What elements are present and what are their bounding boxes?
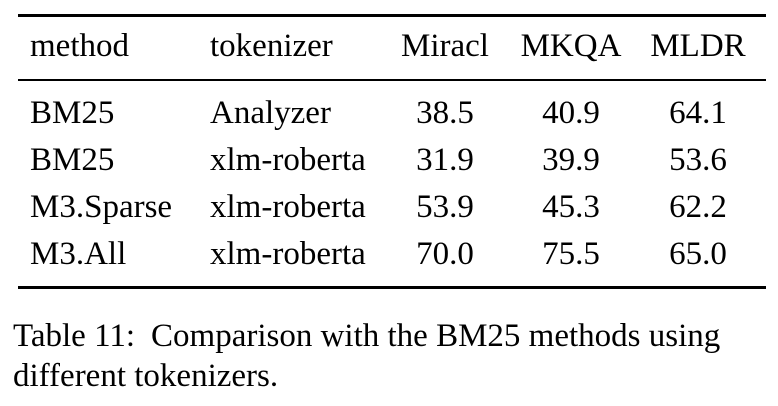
caption-text: Comparison with the BM25 methods using d… — [13, 318, 721, 394]
table-caption: Table 11: Comparison with the BM25 method… — [13, 316, 755, 396]
table-row: M3.Sparse xlm-roberta 53.9 45.3 62.2 — [18, 184, 766, 231]
cell-mkqa: 40.9 — [542, 95, 600, 131]
cell-mldr: 65.0 — [669, 236, 727, 272]
cell-method: BM25 — [30, 95, 115, 131]
cell-method: BM25 — [30, 142, 115, 178]
table-row: BM25 Analyzer 38.5 40.9 64.1 — [18, 80, 766, 137]
header-row: method tokenizer Miracl MKQA MLDR — [18, 15, 766, 81]
table-row: BM25 xlm-roberta 31.9 39.9 53.6 — [18, 137, 766, 184]
cell-method: M3.All — [30, 236, 127, 272]
cell-miracl: 70.0 — [416, 236, 474, 272]
cell-miracl: 38.5 — [416, 95, 474, 131]
cell-tokenizer: xlm-roberta — [210, 236, 366, 272]
col-header-mkqa: MKQA — [512, 15, 630, 81]
caption-label: Table 11: — [13, 318, 136, 354]
cell-mkqa: 75.5 — [542, 236, 600, 272]
cell-tokenizer: xlm-roberta — [210, 142, 366, 178]
col-header-mldr: MLDR — [630, 15, 766, 81]
cell-tokenizer: Analyzer — [210, 95, 331, 131]
cell-mldr: 62.2 — [669, 189, 727, 225]
comparison-table: method tokenizer Miracl MKQA MLDR BM25 A… — [18, 14, 766, 289]
cell-miracl: 53.9 — [416, 189, 474, 225]
col-header-miracl: Miracl — [378, 15, 512, 81]
cell-method: M3.Sparse — [30, 189, 173, 225]
table-row: M3.All xlm-roberta 70.0 75.5 65.0 — [18, 231, 766, 288]
cell-mkqa: 39.9 — [542, 142, 600, 178]
cell-mldr: 64.1 — [669, 95, 727, 131]
cell-mldr: 53.6 — [669, 142, 727, 178]
col-header-tokenizer: tokenizer — [198, 15, 378, 81]
cell-mkqa: 45.3 — [542, 189, 600, 225]
col-header-method: method — [18, 15, 198, 81]
cell-miracl: 31.9 — [416, 142, 474, 178]
cell-tokenizer: xlm-roberta — [210, 189, 366, 225]
